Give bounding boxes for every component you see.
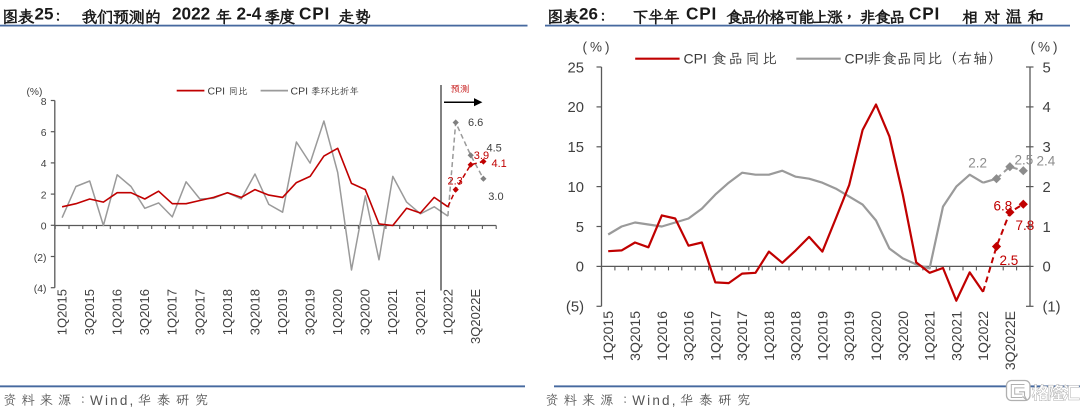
svg-text:3Q2022E: 3Q2022E xyxy=(1002,311,1018,370)
svg-text:25: 25 xyxy=(568,60,584,76)
svg-text:3Q2021: 3Q2021 xyxy=(413,289,428,335)
svg-text:CPI: CPI xyxy=(299,4,330,24)
svg-text:1Q2015: 1Q2015 xyxy=(600,311,616,361)
svg-text:(1): (1) xyxy=(1043,300,1061,316)
svg-text:20: 20 xyxy=(568,100,584,116)
svg-text:1Q2019: 1Q2019 xyxy=(275,289,290,335)
svg-text:4: 4 xyxy=(1043,100,1051,116)
svg-text:(%): (%) xyxy=(27,87,43,98)
svg-text:1Q2021: 1Q2021 xyxy=(385,289,400,335)
svg-text:1: 1 xyxy=(1043,220,1051,236)
svg-text:5: 5 xyxy=(1043,60,1051,76)
svg-text:3Q2020: 3Q2020 xyxy=(358,289,373,335)
svg-text:Wind,: Wind, xyxy=(632,393,678,408)
svg-text:3Q2022E: 3Q2022E xyxy=(468,289,483,344)
svg-text:3Q2015: 3Q2015 xyxy=(627,311,643,361)
svg-text:(2): (2) xyxy=(34,253,47,264)
svg-text:3Q2017: 3Q2017 xyxy=(192,289,207,335)
svg-text:2: 2 xyxy=(41,190,47,201)
svg-text:1Q2021: 1Q2021 xyxy=(922,311,938,361)
svg-text:1Q2022: 1Q2022 xyxy=(440,289,455,335)
svg-text:1Q2020: 1Q2020 xyxy=(868,311,884,361)
svg-text:2.5: 2.5 xyxy=(1015,153,1034,168)
svg-text:3.9: 3.9 xyxy=(474,150,489,162)
svg-text:3Q2017: 3Q2017 xyxy=(734,311,750,361)
svg-text:5: 5 xyxy=(576,220,584,236)
svg-text:25: 25 xyxy=(35,5,54,24)
svg-text:3Q2020: 3Q2020 xyxy=(895,311,911,361)
svg-text:CPI: CPI xyxy=(686,4,717,24)
svg-text:3Q2021: 3Q2021 xyxy=(948,311,964,361)
svg-text:3: 3 xyxy=(1043,140,1051,156)
svg-text:4.1: 4.1 xyxy=(492,158,507,170)
svg-text:CPI: CPI xyxy=(291,85,309,97)
svg-text:1Q2022: 1Q2022 xyxy=(975,311,991,361)
svg-text:1Q2018: 1Q2018 xyxy=(220,289,235,335)
svg-text:CPI: CPI xyxy=(845,50,868,66)
svg-text:1Q2019: 1Q2019 xyxy=(814,311,830,361)
svg-text:8: 8 xyxy=(41,97,47,108)
svg-text:4: 4 xyxy=(41,159,47,170)
svg-text:3.0: 3.0 xyxy=(488,191,503,203)
svg-text:26: 26 xyxy=(579,5,598,24)
svg-text:3Q2019: 3Q2019 xyxy=(303,289,318,335)
svg-text:2022: 2022 xyxy=(172,4,210,24)
svg-text:3Q2019: 3Q2019 xyxy=(841,311,857,361)
svg-text:Wind,: Wind, xyxy=(90,393,136,408)
svg-text:2.5: 2.5 xyxy=(1000,253,1019,268)
svg-text:CPI: CPI xyxy=(909,4,940,24)
svg-text:2: 2 xyxy=(1043,180,1051,196)
svg-text:6.8: 6.8 xyxy=(994,199,1013,214)
svg-text:2.2: 2.2 xyxy=(968,156,987,171)
svg-text:0: 0 xyxy=(1043,260,1051,276)
svg-text:(4): (4) xyxy=(34,284,47,295)
svg-text:1Q2016: 1Q2016 xyxy=(654,311,670,361)
svg-text:3Q2018: 3Q2018 xyxy=(788,311,804,361)
svg-text:1Q2018: 1Q2018 xyxy=(761,311,777,361)
svg-text:0: 0 xyxy=(576,260,584,276)
svg-text:3Q2016: 3Q2016 xyxy=(681,311,697,361)
svg-text:3Q2016: 3Q2016 xyxy=(137,289,152,335)
svg-text:CPI: CPI xyxy=(684,50,707,66)
svg-text:15: 15 xyxy=(568,140,584,156)
svg-text:10: 10 xyxy=(568,180,584,196)
svg-text:1Q2020: 1Q2020 xyxy=(330,289,345,335)
svg-text:1Q2017: 1Q2017 xyxy=(165,289,180,335)
svg-text:0: 0 xyxy=(41,222,47,233)
svg-text:3Q2015: 3Q2015 xyxy=(82,289,97,335)
svg-text:2.3: 2.3 xyxy=(448,176,463,188)
svg-text:7.8: 7.8 xyxy=(1016,218,1035,233)
svg-text:1Q2015: 1Q2015 xyxy=(55,289,70,335)
svg-text:6: 6 xyxy=(41,128,47,139)
svg-text:(%): (%) xyxy=(1031,40,1061,55)
svg-text:6.6: 6.6 xyxy=(468,117,483,129)
svg-text:3Q2018: 3Q2018 xyxy=(247,289,262,335)
svg-text:2-4: 2-4 xyxy=(237,4,262,24)
svg-text:(%): (%) xyxy=(583,40,613,55)
svg-text:2.4: 2.4 xyxy=(1037,154,1056,169)
svg-text:4.5: 4.5 xyxy=(487,143,502,155)
svg-text:CPI: CPI xyxy=(208,85,226,97)
svg-text:(5): (5) xyxy=(566,300,584,316)
svg-text:1Q2017: 1Q2017 xyxy=(707,311,723,361)
svg-text:1Q2016: 1Q2016 xyxy=(110,289,125,335)
